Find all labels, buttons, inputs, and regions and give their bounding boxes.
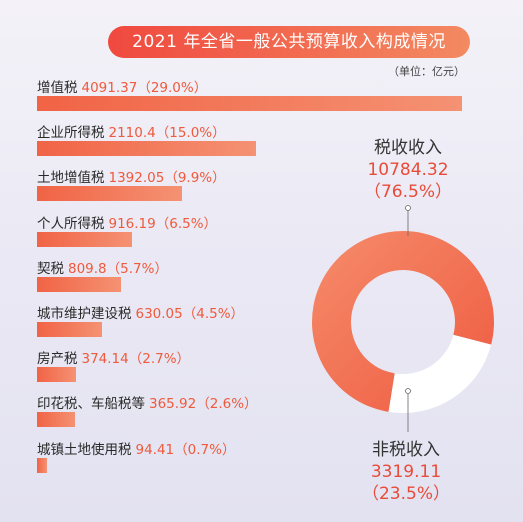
chart-title: 2021 年全省一般公共预算收入构成情况 (108, 26, 470, 58)
bar-value-label: 374.14（2.7%） (81, 351, 191, 368)
unit-label: （单位：亿元） (388, 65, 465, 78)
donut-slice-tax (312, 231, 494, 412)
donut-label-nontax: 非税收入 3319.11 （23.5%） (316, 439, 496, 505)
bar (37, 457, 47, 473)
bar-value-label: 94.41（0.7%） (135, 441, 236, 458)
nontax-slice-percent: （23.5%） (361, 484, 450, 504)
donut-slice-nontax (388, 334, 492, 413)
tax-slice-value: 10784.32 (367, 160, 449, 180)
bar-value-label: 4091.37（29.0%） (81, 80, 208, 96)
bar (37, 231, 133, 247)
tax-slice-percent: （76.5%） (363, 182, 452, 202)
bar-label: 城镇土地使用税 94.41（0.7%） (37, 442, 235, 458)
bar (37, 367, 76, 383)
bar-category: 土地增值税 (37, 170, 105, 187)
bar-label: 增值税 4091.37（29.0%） (37, 80, 207, 96)
bar (37, 141, 257, 157)
bar-value-label: 365.92（2.6%） (149, 396, 258, 413)
bar-label: 城市维护建设税 630.05（4.5%） (37, 306, 244, 322)
bar-label: 契税 809.8（5.7%） (37, 261, 168, 277)
bar-value-label: 916.19（6.5%） (108, 215, 218, 232)
bar-value-label: 2110.4（15.0%） (108, 125, 226, 142)
bar-label: 房产税 374.14（2.7%） (37, 351, 190, 367)
bar-category: 个人所得税 (37, 215, 105, 232)
donut-label-tax: 税收收入 10784.32 （76.5%） (318, 137, 498, 203)
nontax-slice-value: 3319.11 (370, 462, 442, 482)
bar (37, 276, 122, 292)
tax-slice-name: 税收收入 (374, 138, 442, 158)
bar-label: 土地增值税 1392.05（9.9%） (37, 170, 226, 186)
bar-label: 印花税、车船税等 365.92（2.6%） (37, 396, 258, 412)
bar-value-label: 630.05（4.5%） (135, 306, 245, 322)
bar-category: 契税 (37, 260, 64, 277)
bar-category: 房产税 (37, 351, 78, 368)
bar-category: 印花税、车船税等 (37, 396, 145, 413)
tax-leader-dot (405, 205, 411, 211)
bar-category: 城市维护建设税 (37, 306, 132, 322)
bar-category: 增值税 (37, 80, 78, 96)
bar (37, 412, 75, 428)
bar-category: 城镇土地使用税 (37, 441, 132, 458)
nontax-slice-name: 非税收入 (372, 440, 440, 460)
nontax-leader-dot (405, 388, 411, 394)
bar-label: 企业所得税 2110.4（15.0%） (37, 125, 226, 141)
bar-value-label: 1392.05（9.9%） (108, 170, 226, 187)
bar (37, 322, 103, 337)
bar (37, 186, 182, 202)
bar-value-label: 809.8（5.7%） (68, 260, 168, 277)
bar-label: 个人所得税 916.19（6.5%） (37, 216, 217, 232)
bar (37, 96, 462, 111)
bar-category: 企业所得税 (37, 125, 105, 142)
